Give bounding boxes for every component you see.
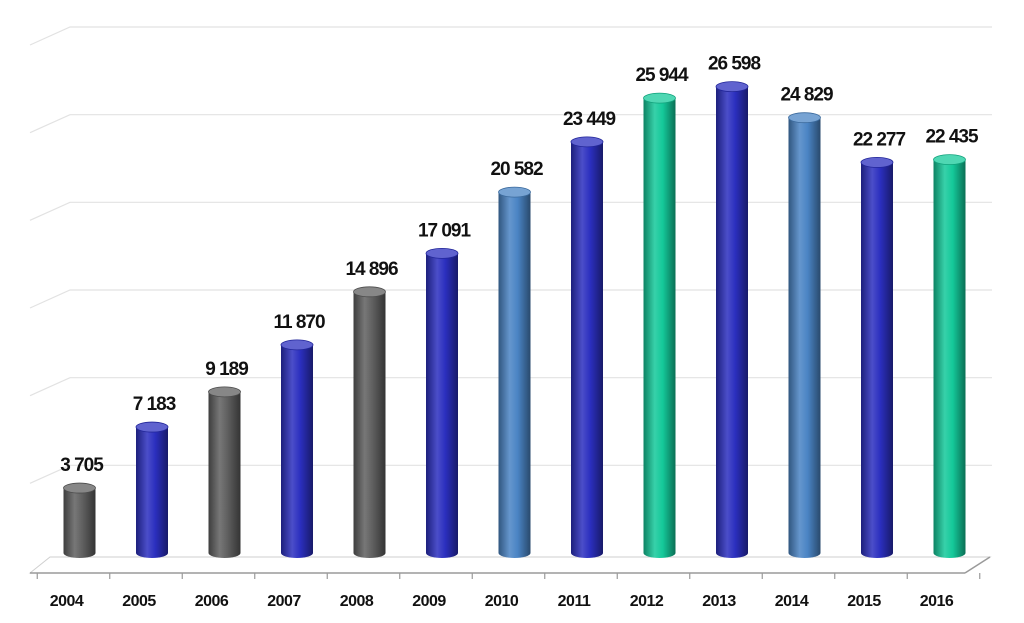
x-axis-edge: [964, 556, 991, 574]
x-tick-label: 2006: [195, 593, 229, 610]
x-tick-label: 2009: [412, 593, 446, 610]
x-tick-label: 2005: [122, 593, 156, 610]
chart-floor: [28, 556, 992, 579]
x-tick-label: 2015: [847, 593, 881, 610]
bar-2006: [208, 386, 241, 558]
grid-line: [29, 377, 992, 397]
bar-body: [933, 159, 966, 559]
x-axis-ticks: 2004 2005 2006 2007 2008 2009 2010 2011 2012 2013…: [50, 593, 955, 610]
bar-top: [425, 247, 459, 259]
bar-top: [280, 339, 314, 351]
bar-body: [353, 291, 386, 558]
bar-top: [715, 81, 749, 93]
data-label: 17 091: [418, 220, 472, 241]
bar-2009: [425, 247, 459, 558]
bar-body: [208, 391, 241, 558]
bar-2005: [135, 421, 169, 558]
bars: [63, 81, 966, 559]
x-tick-label: 2004: [50, 593, 84, 610]
data-label: 3 705: [60, 455, 104, 476]
bar-2011: [570, 136, 604, 558]
bar-body: [136, 427, 168, 558]
data-label: 20 582: [490, 159, 543, 180]
bar-body: [716, 86, 748, 558]
bar-2008: [353, 286, 386, 558]
bar-2007: [280, 339, 314, 558]
grid-line: [29, 464, 992, 484]
x-tick-label: 2007: [267, 593, 301, 610]
bar-body: [63, 488, 96, 558]
x-tick-label: 2014: [775, 593, 809, 610]
bar-2014: [788, 112, 821, 559]
bar-2016: [933, 154, 966, 559]
bar-top: [208, 386, 241, 398]
bar-top: [135, 421, 169, 433]
x-tick-label: 2008: [340, 593, 374, 610]
bar-2012: [643, 92, 676, 558]
floor-plane: [28, 556, 992, 574]
x-tick-label: 2016: [920, 593, 954, 610]
data-label: 26 598: [708, 54, 761, 75]
data-label: 24 829: [780, 85, 833, 106]
bar-body: [571, 141, 603, 558]
data-label: 7 183: [133, 394, 176, 415]
bar-body: [281, 344, 313, 558]
bar-body: [788, 117, 821, 559]
data-label: 14 896: [345, 259, 398, 280]
bar-body: [498, 192, 531, 558]
data-label: 9 189: [205, 359, 248, 380]
bar-body: [861, 162, 893, 559]
x-tick-label: 2012: [630, 593, 664, 610]
bar-top: [570, 136, 604, 148]
grid-lines: [29, 26, 992, 484]
bar-body: [426, 253, 458, 558]
x-tick-label: 2013: [702, 593, 736, 610]
bar-2004: [63, 482, 96, 558]
grid-line: [29, 114, 992, 134]
bar-top: [643, 92, 676, 104]
bar-top: [788, 112, 821, 124]
data-label: 22 435: [925, 127, 979, 148]
bar-top: [933, 154, 966, 166]
bar-top: [498, 186, 531, 198]
bar-top: [63, 482, 96, 494]
bar-top: [353, 286, 386, 298]
data-label: 22 277: [853, 129, 906, 150]
value-labels: 3 705 7 183 9 189 11 870 14 896 17 091 20 582 2…: [60, 54, 980, 476]
x-tick-label: 2011: [558, 593, 591, 610]
grid-line: [29, 289, 992, 309]
bar-2013: [715, 81, 749, 558]
data-label: 23 449: [563, 109, 616, 130]
bar-2010: [498, 186, 531, 558]
bar-body: [643, 98, 676, 558]
bar-2015: [860, 157, 894, 559]
grid-line: [29, 201, 992, 221]
data-label: 25 944: [635, 65, 689, 86]
grid-line: [29, 26, 992, 46]
x-tick-label: 2010: [485, 593, 519, 610]
data-label: 11 870: [273, 312, 324, 333]
bar-top: [860, 157, 894, 168]
